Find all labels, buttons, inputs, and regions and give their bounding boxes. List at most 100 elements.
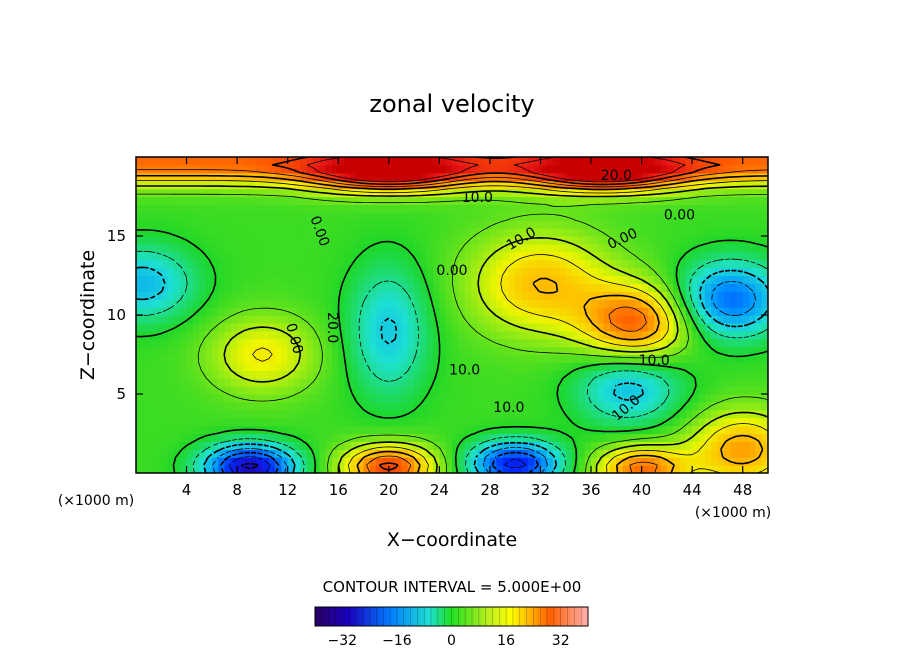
- field-cell: [237, 401, 245, 411]
- field-cell: [603, 204, 611, 213]
- field-cell: [540, 370, 548, 379]
- field-cell: [761, 236, 768, 245]
- field-cell: [717, 362, 725, 371]
- field-cell: [534, 417, 542, 427]
- field-cell: [243, 433, 251, 442]
- field-cell: [344, 330, 352, 340]
- field-cell: [445, 409, 453, 419]
- field-cell: [572, 204, 579, 213]
- field-cell: [331, 299, 339, 308]
- field-cell: [742, 164, 750, 174]
- field-cell: [584, 204, 592, 213]
- field-cell: [256, 157, 263, 166]
- field-cell: [199, 315, 207, 324]
- field-cell: [496, 330, 504, 340]
- field-cell: [635, 275, 643, 284]
- field-cell: [161, 157, 169, 166]
- field-cell: [666, 441, 674, 450]
- field-cell: [433, 307, 440, 316]
- field-cell: [565, 307, 573, 316]
- field-cell: [294, 354, 301, 363]
- field-cell: [711, 425, 719, 435]
- field-cell: [148, 299, 156, 308]
- field-cell: [704, 283, 712, 292]
- field-cell: [388, 220, 396, 229]
- field-cell: [572, 180, 579, 190]
- field-cell: [319, 228, 327, 237]
- field-cell: [237, 188, 245, 198]
- field-cell: [685, 433, 693, 442]
- field-cell: [205, 362, 213, 371]
- field-cell: [666, 275, 674, 284]
- field-cell: [527, 425, 535, 435]
- field-cell: [666, 370, 674, 379]
- field-cell: [426, 401, 434, 411]
- field-cell: [591, 267, 598, 277]
- field-cell: [603, 338, 611, 348]
- field-cell: [464, 354, 472, 363]
- field-cell: [502, 259, 510, 269]
- field-cell: [256, 259, 263, 269]
- field-cell: [275, 346, 282, 356]
- contour-label: 0.00: [664, 207, 695, 223]
- field-cell: [679, 188, 687, 198]
- field-cell: [673, 212, 681, 221]
- field-cell: [294, 196, 301, 205]
- field-cell: [464, 236, 472, 245]
- field-cell: [489, 362, 497, 371]
- field-cell: [496, 188, 504, 198]
- field-cell: [666, 299, 674, 308]
- field-cell: [736, 180, 744, 190]
- field-cell: [477, 212, 485, 221]
- field-cell: [572, 315, 579, 324]
- field-cell: [142, 291, 150, 300]
- field-cell: [622, 330, 630, 340]
- field-cell: [483, 338, 491, 348]
- field-cell: [186, 291, 194, 300]
- field-cell: [496, 157, 504, 166]
- field-cell: [211, 228, 219, 237]
- field-cell: [591, 275, 598, 284]
- field-cell: [281, 236, 289, 245]
- field-cell: [508, 378, 516, 387]
- colorbar-tick-label: 0: [447, 633, 456, 649]
- field-cell: [666, 354, 674, 363]
- field-cell: [717, 386, 725, 395]
- field-cell: [749, 354, 756, 363]
- field-cell: [660, 425, 668, 435]
- field-cell: [249, 188, 257, 198]
- field-cell: [281, 188, 289, 198]
- field-cell: [331, 180, 339, 190]
- field-cell: [679, 299, 687, 308]
- field-cell: [565, 417, 573, 427]
- field-cell: [673, 322, 681, 332]
- field-cell: [401, 322, 409, 332]
- field-cell: [660, 315, 668, 324]
- field-cell: [527, 409, 535, 419]
- field-cell: [698, 180, 706, 190]
- field-cell: [294, 441, 301, 450]
- field-cell: [224, 196, 232, 205]
- field-cell: [704, 204, 712, 213]
- field-cell: [186, 180, 194, 190]
- field-cell: [572, 188, 579, 198]
- field-cell: [698, 259, 706, 269]
- field-cell: [420, 299, 428, 308]
- field-cell: [692, 157, 700, 166]
- field-cell: [572, 330, 579, 340]
- field-cell: [338, 433, 346, 442]
- field-cell: [483, 180, 491, 190]
- field-cell: [742, 157, 750, 166]
- field-cell: [761, 204, 768, 213]
- field-cell: [483, 409, 491, 419]
- field-cell: [723, 354, 731, 363]
- field-cell: [192, 465, 200, 473]
- field-cell: [527, 449, 535, 458]
- field-cell: [281, 338, 289, 348]
- colorbar-tick-label: 32: [552, 633, 570, 649]
- field-cell: [673, 338, 681, 348]
- field-cell: [287, 291, 295, 300]
- field-cell: [723, 457, 731, 466]
- field-cell: [306, 157, 314, 166]
- field-cell: [679, 338, 687, 348]
